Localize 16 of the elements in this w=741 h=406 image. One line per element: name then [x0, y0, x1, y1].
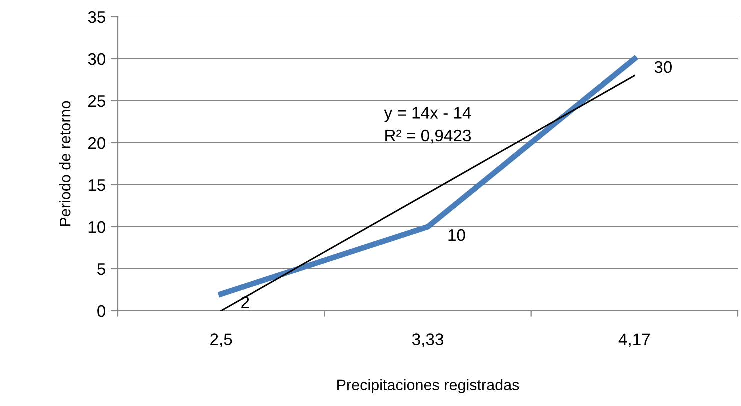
- data-label: 30: [654, 61, 672, 74]
- y-tick-label: 10: [88, 221, 106, 234]
- y-tick-label: 20: [88, 137, 106, 150]
- y-tick-label: 35: [88, 11, 106, 24]
- annotation: y = 14x - 14 R² = 0,9423: [384, 107, 472, 144]
- x-tick-label: 4,17: [618, 334, 650, 348]
- y-tick-label: 30: [88, 53, 106, 66]
- x-tick-label: 3,33: [412, 334, 444, 348]
- y-tick-label: 0: [98, 305, 106, 318]
- x-tick-label: 2,5: [210, 334, 232, 348]
- y-axis-title: Periodo de retorno: [60, 101, 71, 226]
- x-axis-title: Precipitaciones registradas: [338, 379, 520, 394]
- y-tick-label: 5: [98, 264, 106, 276]
- y-tick-label: 15: [88, 180, 106, 192]
- y-tick-label: 25: [88, 95, 106, 108]
- data-label: 10: [448, 229, 466, 242]
